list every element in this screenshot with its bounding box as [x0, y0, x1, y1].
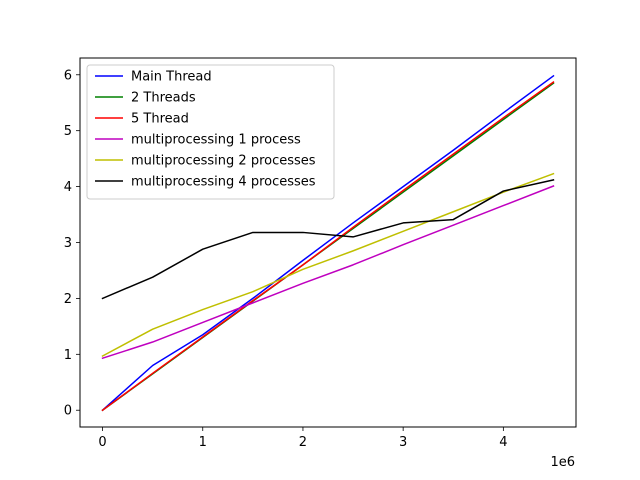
legend-label: multiprocessing 4 processes [131, 175, 316, 190]
x-tick-label: 0 [98, 435, 106, 450]
legend: Main Thread 2 Threads 5 Thread multiprocess… [86, 64, 335, 200]
y-tick-label: 5 [64, 124, 72, 139]
y-tick-label: 4 [64, 180, 72, 195]
legend-label: 2 Threads [131, 91, 196, 106]
series-line-2 [101, 80, 555, 412]
y-tick-label: 1 [64, 348, 72, 363]
y-axis: 0 1 2 3 4 5 6 [64, 68, 80, 419]
x-axis: 0 1 2 3 4 [98, 427, 507, 450]
x-tick-label: 1 [199, 435, 207, 450]
y-tick-label: 6 [64, 68, 72, 83]
y-tick-label: 2 [64, 292, 72, 307]
series-line-3 [101, 185, 555, 360]
series-line-5 [101, 178, 555, 300]
x-tick-label: 4 [499, 435, 507, 450]
legend-box [86, 64, 335, 200]
x-scale-label: 1e6 [550, 455, 575, 470]
legend-label: multiprocessing 2 processes [131, 154, 316, 169]
x-tick-label: 2 [299, 435, 307, 450]
legend-label: Main Thread [131, 70, 212, 85]
series-line-0 [101, 74, 555, 412]
series-lines [101, 74, 555, 412]
x-tick-label: 3 [399, 435, 407, 450]
legend-label: multiprocessing 1 process [131, 133, 301, 148]
series-line-4 [101, 172, 555, 358]
y-tick-label: 0 [64, 404, 72, 419]
y-tick-label: 3 [64, 236, 72, 251]
legend-label: 5 Thread [131, 112, 189, 127]
